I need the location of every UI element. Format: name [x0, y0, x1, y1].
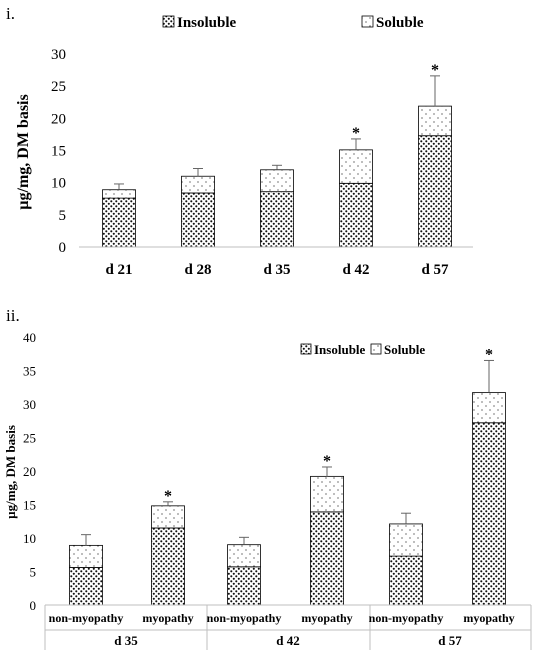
bar-stack [102, 183, 136, 248]
bar-stack: * [472, 346, 506, 606]
y-tick-label: 20 [23, 464, 36, 479]
bar-insoluble [227, 566, 261, 606]
x-axis-labels: non-myopathy myopathy non-myopathy myopathy… [49, 611, 515, 625]
bar-stack [260, 164, 294, 248]
x-tick-label: non-myopathy [369, 611, 444, 625]
bar-stack [227, 536, 261, 606]
bar-stack [389, 512, 423, 606]
x-group-label: d 42 [276, 633, 299, 648]
significance-marker: * [323, 453, 331, 470]
x-tick-label: myopathy [301, 611, 352, 625]
legend-label-insoluble: Insoluble [314, 342, 366, 357]
significance-marker: * [352, 125, 360, 142]
x-tick-label: myopathy [463, 611, 514, 625]
legend-label-insoluble: Insoluble [177, 15, 237, 31]
bar-soluble [310, 475, 344, 513]
bar-insoluble [339, 182, 373, 248]
bar-soluble [151, 505, 185, 529]
bar-soluble [339, 149, 373, 184]
bar-soluble [69, 544, 103, 568]
y-tick-label: 20 [51, 111, 66, 127]
x-tick-label: d 21 [105, 262, 132, 278]
x-tick-label: d 42 [342, 262, 369, 278]
x-tick-label: non-myopathy [207, 611, 282, 625]
bar-stack: * [310, 453, 344, 606]
bar-soluble [102, 189, 136, 199]
y-axis-label: µg/mg, DM basis [15, 94, 32, 209]
bar-soluble [472, 392, 506, 424]
panel-label: i. [6, 4, 15, 23]
bar-insoluble [472, 422, 506, 606]
legend: Insoluble Soluble [300, 342, 425, 357]
bar-stack [69, 534, 103, 606]
bar-insoluble [310, 511, 344, 606]
bar-soluble [260, 169, 294, 193]
y-tick-label: 5 [59, 208, 67, 224]
y-tick-label: 35 [23, 364, 36, 379]
y-tick-label: 30 [51, 47, 66, 63]
legend-swatch-insoluble [300, 343, 312, 355]
x-tick-label: myopathy [142, 611, 193, 625]
bar-stack: * [418, 62, 452, 248]
legend-swatch-soluble [370, 343, 382, 355]
panel-label: ii. [6, 306, 20, 325]
x-axis-labels: d 21 d 28 d 35 d 42 d 57 [105, 262, 449, 278]
y-tick-label: 10 [51, 176, 66, 192]
legend-swatch-insoluble [162, 15, 175, 28]
bars: ** [102, 62, 452, 248]
bar-soluble [418, 105, 452, 137]
chart-panel-i: i. Insoluble Soluble µg/mg, DM basis 0 5 1… [6, 4, 473, 278]
bar-soluble [181, 175, 215, 194]
y-axis-label: µg/mg, DM basis [3, 425, 18, 519]
x-group-label: d 35 [114, 633, 138, 648]
bar-insoluble [102, 197, 136, 248]
y-axis-ticks: 0 5 10 15 20 25 30 [51, 47, 66, 256]
y-tick-label: 0 [30, 598, 37, 613]
y-tick-label: 25 [51, 79, 66, 95]
y-axis-ticks: 0 5 10 15 20 25 30 35 40 [23, 330, 36, 613]
x-tick-label: d 28 [184, 262, 211, 278]
significance-marker: * [485, 346, 493, 363]
x-tick-label: d 35 [263, 262, 290, 278]
y-tick-label: 0 [59, 240, 67, 256]
bars: * * * [69, 346, 506, 606]
bar-insoluble [69, 567, 103, 606]
bar-stack: * [151, 488, 185, 606]
bar-soluble [389, 523, 423, 557]
x-group-label: d 57 [438, 633, 462, 648]
y-tick-label: 10 [23, 531, 36, 546]
bar-stack: * [339, 125, 373, 248]
x-tick-label: d 57 [421, 262, 449, 278]
significance-marker: * [164, 488, 172, 505]
bar-insoluble [260, 191, 294, 248]
bar-soluble [227, 544, 261, 568]
legend-label-soluble: Soluble [376, 15, 424, 31]
y-tick-label: 15 [51, 144, 66, 160]
y-tick-label: 30 [23, 397, 36, 412]
x-tick-label: non-myopathy [49, 611, 124, 625]
bar-insoluble [389, 555, 423, 606]
chart-panel-ii: ii. Insoluble Soluble µg/mg, DM basis 0 5… [3, 306, 532, 650]
bar-insoluble [151, 527, 185, 606]
y-tick-label: 25 [23, 431, 36, 446]
legend-swatch-soluble [361, 15, 374, 28]
bar-insoluble [418, 135, 452, 248]
bar-stack [181, 168, 215, 248]
bar-insoluble [181, 192, 215, 248]
legend-label-soluble: Soluble [384, 342, 425, 357]
y-tick-label: 15 [23, 498, 36, 513]
y-tick-label: 40 [23, 330, 36, 345]
y-tick-label: 5 [30, 565, 37, 580]
significance-marker: * [431, 62, 439, 79]
legend: Insoluble Soluble [162, 15, 424, 31]
x-axis-table: d 35 d 42 d 57 [44, 604, 532, 650]
